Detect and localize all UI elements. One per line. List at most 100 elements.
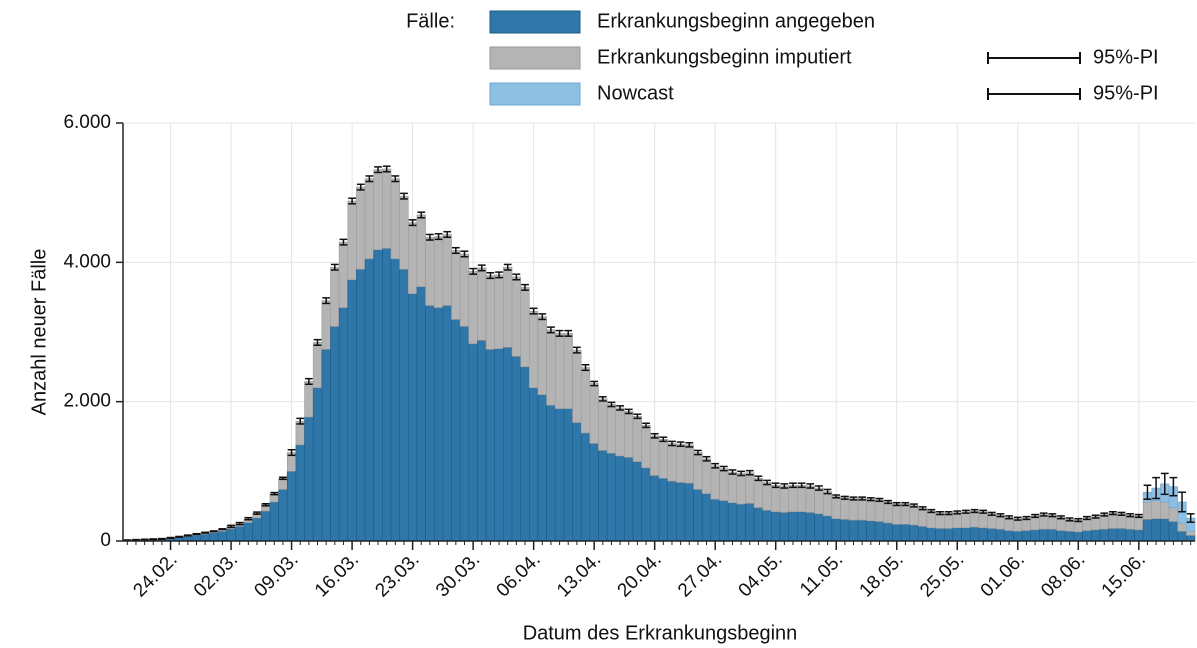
bar-segment xyxy=(745,472,755,504)
bar-segment xyxy=(1116,513,1127,529)
bar-segment xyxy=(1056,530,1066,542)
bar-segment xyxy=(606,452,617,542)
bar-segment xyxy=(788,484,798,513)
bar-segment xyxy=(667,480,677,542)
bar-segment xyxy=(745,503,755,542)
bar-segment xyxy=(624,411,634,458)
bar-segment xyxy=(935,512,945,529)
y-tick-label: 6.000 xyxy=(63,112,111,133)
bar-segment xyxy=(563,408,573,542)
bar-segment xyxy=(943,512,954,529)
bar-segment xyxy=(909,524,919,542)
bar-segment xyxy=(407,222,418,294)
bar-segment xyxy=(554,333,565,409)
bar-segment xyxy=(1177,522,1187,532)
bar-segment xyxy=(1151,518,1161,542)
bar-segment xyxy=(797,484,807,513)
bar-segment xyxy=(900,503,911,525)
x-tick-label: 24.02. xyxy=(129,549,181,601)
bar-segment xyxy=(814,487,824,515)
y-tick-label: 2.000 xyxy=(63,391,111,412)
bar-segment xyxy=(494,348,504,542)
x-tick-label: 09.03. xyxy=(250,549,302,601)
bar-segment xyxy=(390,258,400,542)
bar-segment xyxy=(693,452,703,490)
bar-segment xyxy=(987,528,997,542)
bar-segment xyxy=(926,527,936,542)
bar-segment xyxy=(261,510,271,542)
bar-segment xyxy=(433,307,444,542)
bar-segment xyxy=(918,526,928,542)
bar-segment xyxy=(589,443,599,542)
bar-segment xyxy=(719,500,729,542)
bar-segment xyxy=(615,407,625,457)
bar-segment xyxy=(727,502,738,542)
bar-segment xyxy=(926,510,936,529)
bar-segment xyxy=(269,501,279,542)
x-tick-label: 25.05. xyxy=(916,549,968,601)
bar-segment xyxy=(771,511,781,542)
bar-segment xyxy=(589,383,599,444)
bar-segment xyxy=(304,381,314,418)
bar-segment xyxy=(235,526,245,542)
bar-segment xyxy=(278,489,288,542)
bar-segment xyxy=(641,467,651,542)
bar-segment xyxy=(485,275,496,350)
bar-segment xyxy=(209,532,219,542)
bar-segment xyxy=(779,512,789,542)
x-tick-label: 20.04. xyxy=(614,549,666,601)
bar-segment xyxy=(1134,529,1144,542)
bar-segment xyxy=(485,349,496,542)
bar-segment xyxy=(943,528,954,542)
bar-segment xyxy=(442,305,452,542)
bar-segment xyxy=(684,482,694,542)
x-tick-label: 30.03. xyxy=(432,549,484,601)
bar-segment xyxy=(442,234,452,306)
bar-segment xyxy=(477,340,487,542)
bar-segment xyxy=(684,444,694,484)
bar-segment xyxy=(814,513,824,542)
bar-segment xyxy=(667,443,677,482)
x-tick-label: 16.03. xyxy=(311,549,363,601)
bar-segment xyxy=(1099,528,1109,542)
bar-segment xyxy=(736,473,746,505)
bar-segment xyxy=(580,432,591,542)
bar-segment xyxy=(1168,507,1179,522)
legend-swatch xyxy=(489,10,581,34)
bar-segment xyxy=(347,279,357,542)
x-tick-label: 27.04. xyxy=(674,549,726,601)
bar-segment xyxy=(243,522,253,542)
bar-segment xyxy=(675,482,686,542)
bar-segment xyxy=(226,528,236,542)
bar-segment xyxy=(615,455,625,542)
bar-segment xyxy=(753,507,764,542)
legend-swatch xyxy=(489,46,581,70)
bar-segment xyxy=(537,316,547,396)
bar-segment xyxy=(200,533,210,542)
bar-segment xyxy=(1125,528,1135,542)
bar-segment xyxy=(451,319,461,542)
bar-segment xyxy=(857,519,867,542)
bar-segment xyxy=(503,266,513,348)
bar-segment xyxy=(459,253,470,327)
bar-segment xyxy=(1047,528,1057,542)
bar-segment xyxy=(1082,530,1092,542)
bar-segment xyxy=(373,249,383,542)
bar-segment xyxy=(338,241,349,308)
bar-segment xyxy=(459,326,470,542)
bar-segment xyxy=(831,496,841,520)
bar-segment xyxy=(1186,530,1196,536)
bar-segment xyxy=(598,450,608,542)
legend-label: Erkrankungsbeginn angegeben xyxy=(597,10,875,32)
bar-segment xyxy=(312,342,323,389)
bar-segment xyxy=(1004,530,1014,542)
bar-segment xyxy=(805,485,815,513)
y-tick-label: 4.000 xyxy=(63,251,111,272)
bar-segment xyxy=(304,416,314,542)
bar-segment xyxy=(382,168,392,249)
bar-segment xyxy=(546,404,556,542)
bar-segment xyxy=(433,236,444,308)
x-tick-label: 01.06. xyxy=(977,549,1029,601)
bar-segment xyxy=(892,523,902,542)
